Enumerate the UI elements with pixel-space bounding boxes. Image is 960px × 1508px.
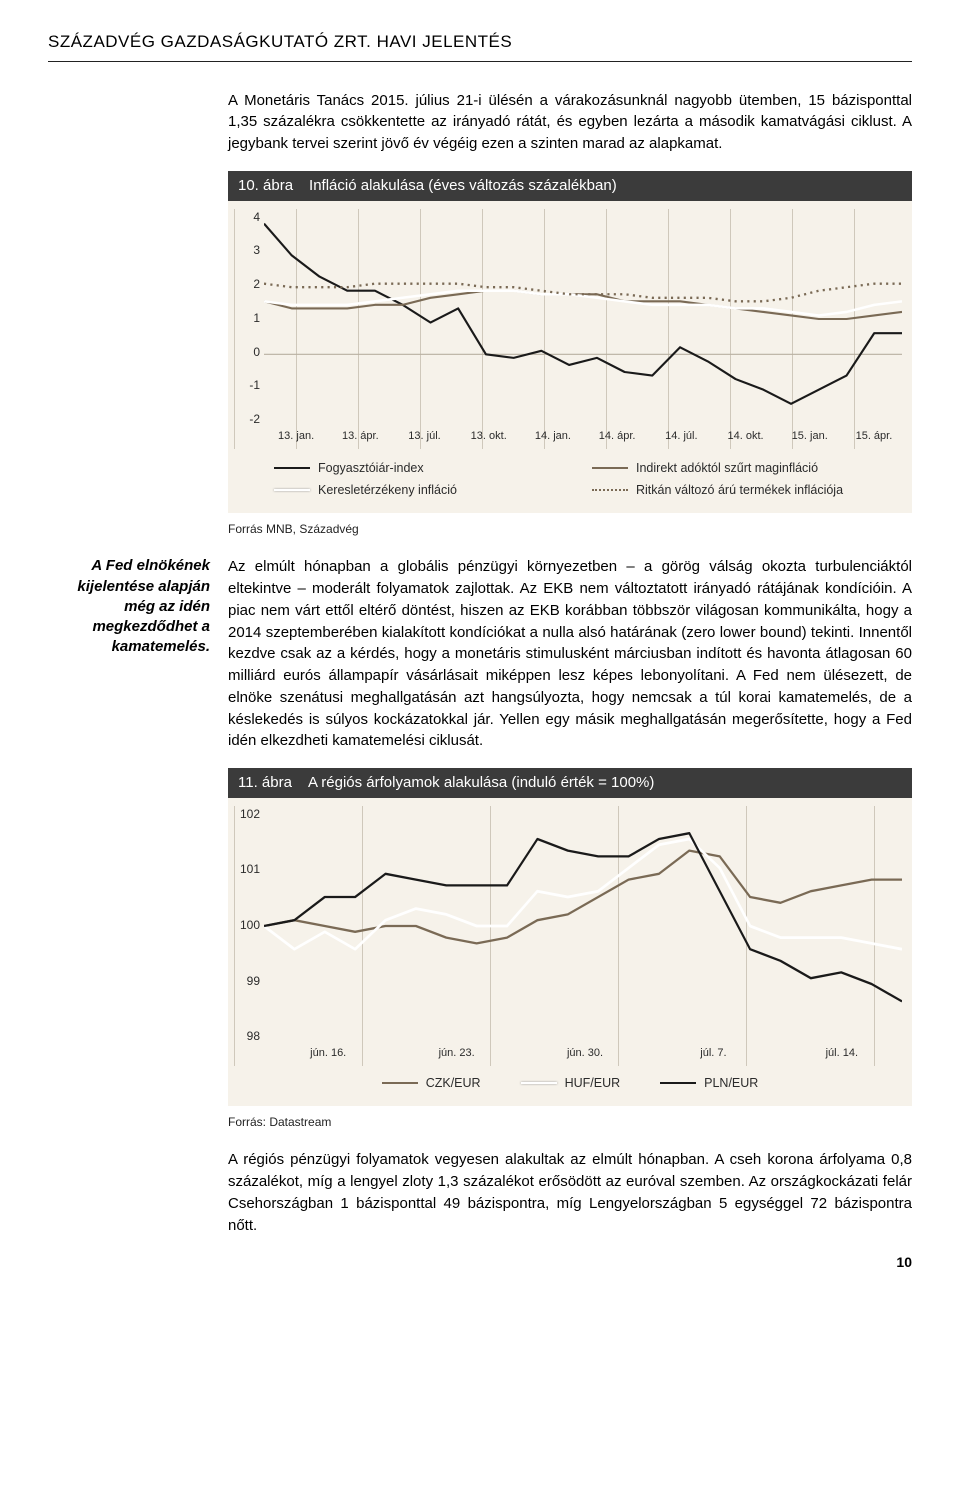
paragraph-1: A Monetáris Tanács 2015. július 21-i ülé… [228,90,912,155]
margin-note: A Fed elnökének kijelentése alapján még … [48,556,210,657]
paragraph-3: A régiós pénzügyi folyamatok vegyesen al… [228,1149,912,1236]
figure-11-source: Forrás: Datastream [228,1114,912,1131]
page-header: SZÁZADVÉG GAZDASÁGKUTATÓ ZRT. HAVI JELEN… [48,30,912,62]
figure-10-source: Forrás MNB, Századvég [228,521,912,538]
page-number: 10 [228,1252,912,1272]
figure-11-chart: 1021011009998 jún. 16.jún. 23.jún. 30.jú… [228,798,912,1106]
figure-10-title: Infláció alakulása (éves változás százal… [309,175,617,197]
figure-10-chart: 43210-1-2 13. jan.13. ápr.13. júl.13. ok… [228,201,912,513]
figure-10-number: 10. ábra [238,175,293,197]
paragraph-2: Az elmúlt hónapban a globális pénzügyi k… [228,556,912,752]
figure-11-number: 11. ábra [238,772,292,794]
figure-11-title: A régiós árfolyamok alakulása (induló ér… [308,772,654,794]
figure-11-title-bar: 11. ábra A régiós árfolyamok alakulása (… [228,768,912,798]
figure-10-title-bar: 10. ábra Infláció alakulása (éves változ… [228,171,912,201]
